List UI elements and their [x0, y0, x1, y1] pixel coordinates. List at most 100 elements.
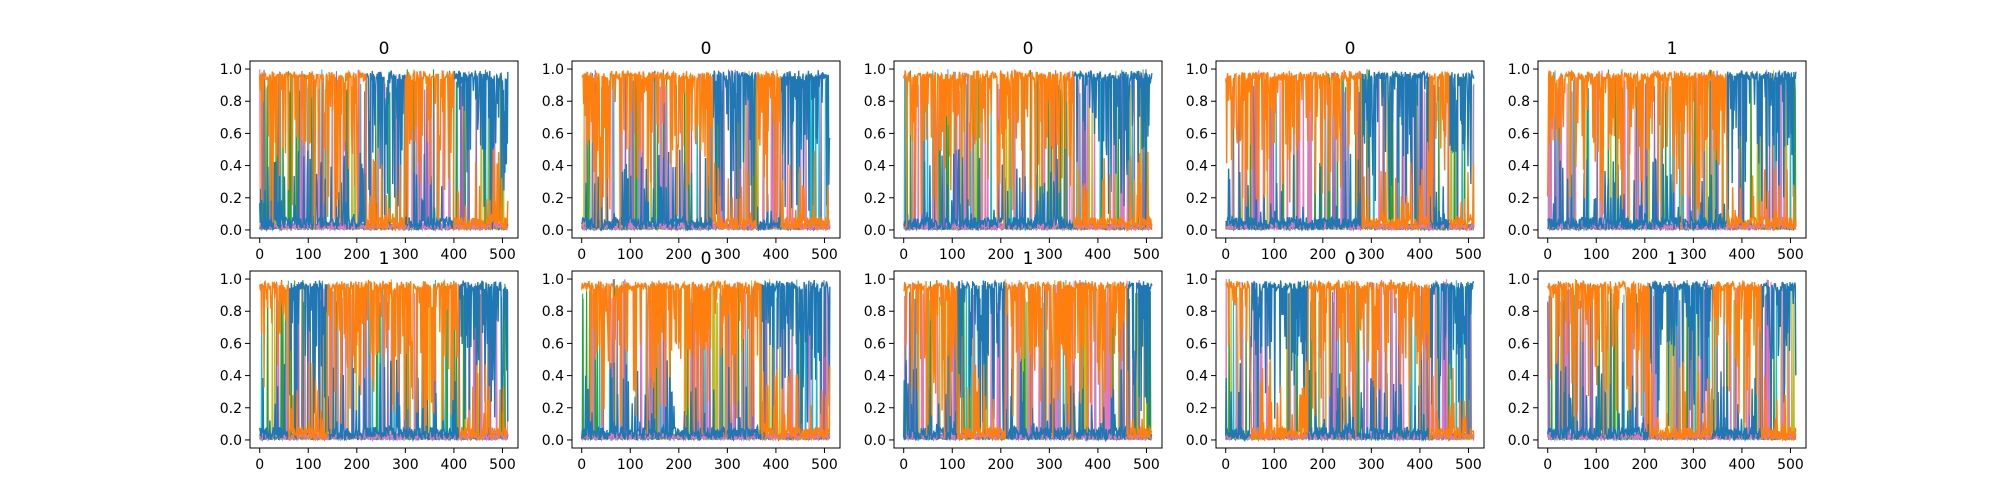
y-tick-label: 0.2	[220, 191, 242, 207]
series-line-blue	[1547, 280, 1797, 442]
x-tick-label: 300	[1358, 247, 1385, 263]
y-tick-label: 0.8	[864, 304, 886, 320]
y-tick-label: 0.4	[220, 159, 242, 175]
y-tick-label: 1.0	[1186, 62, 1208, 78]
plot-area	[581, 68, 831, 233]
x-tick-label: 0	[1543, 457, 1552, 473]
x-tick-label: 500	[489, 457, 516, 473]
y-tick-label: 0.2	[220, 401, 242, 417]
y-tick-label: 0.0	[542, 433, 564, 449]
x-tick-label: 500	[1777, 457, 1804, 473]
x-tick-label: 200	[1631, 457, 1658, 473]
y-tick-label: 0.0	[1508, 223, 1530, 239]
series-line-blue	[581, 68, 831, 232]
axes-frame	[893, 60, 1163, 239]
x-tick-label: 100	[939, 457, 966, 473]
y-tick-label: 1.0	[220, 62, 242, 78]
x-tick-label: 400	[1407, 247, 1434, 263]
y-tick-label: 0.6	[220, 126, 242, 142]
subplot-title: 1	[1667, 249, 1678, 269]
y-tick-label: 0.4	[1186, 369, 1208, 385]
axes-frame	[1537, 60, 1807, 239]
x-tick-label: 300	[1036, 457, 1063, 473]
axes-frame	[1537, 270, 1807, 449]
y-tick-label: 0.2	[864, 401, 886, 417]
x-tick-label: 400	[1085, 247, 1112, 263]
x-tick-label: 200	[343, 457, 370, 473]
y-tick-label: 1.0	[542, 272, 564, 288]
x-tick-label: 0	[1543, 247, 1552, 263]
y-tick-label: 0.6	[1186, 126, 1208, 142]
x-tick-label: 100	[1583, 457, 1610, 473]
axes-frame	[893, 270, 1163, 449]
x-tick-label: 0	[1221, 457, 1230, 473]
x-tick-label: 0	[899, 457, 908, 473]
y-tick-label: 1.0	[1508, 272, 1530, 288]
series-line-orange	[581, 279, 831, 441]
x-tick-label: 300	[392, 247, 419, 263]
series-line-orange	[581, 69, 831, 232]
y-tick-label: 0.4	[1508, 369, 1530, 385]
y-tick-label: 0.0	[864, 223, 886, 239]
x-tick-label: 100	[1261, 457, 1288, 473]
x-tick-label: 200	[1309, 247, 1336, 263]
y-tick-label: 0.2	[1508, 191, 1530, 207]
series-line-orange	[259, 278, 509, 442]
x-tick-label: 200	[987, 247, 1014, 263]
y-tick-label: 0.2	[1508, 401, 1530, 417]
subplot-1: 0 0 100 200 300 400 500 0.0 0.2 0.4 0.6 0.8 1.0	[220, 39, 519, 263]
y-tick-label: 0.4	[1186, 159, 1208, 175]
subplot-6: 1 0 100 200 300 400 500 0.0 0.2 0.4 0.6 0.8 1.0	[220, 249, 519, 473]
plot-area	[1547, 279, 1797, 442]
y-tick-label: 0.8	[220, 304, 242, 320]
series-line-blue	[903, 70, 1153, 231]
x-tick-label: 0	[577, 247, 586, 263]
y-tick-label: 0.6	[542, 126, 564, 142]
subplot-title: 1	[1023, 249, 1034, 269]
y-tick-label: 0.2	[1186, 191, 1208, 207]
plot-area	[1225, 279, 1475, 443]
x-tick-label: 100	[1583, 247, 1610, 263]
series-line-blue	[581, 279, 831, 442]
y-tick-label: 0.0	[1186, 433, 1208, 449]
x-tick-label: 100	[617, 247, 644, 263]
series-line-blue	[1225, 280, 1475, 443]
y-tick-label: 0.0	[220, 433, 242, 449]
subplot-title: 1	[1667, 39, 1678, 59]
x-tick-label: 500	[1777, 247, 1804, 263]
y-tick-label: 1.0	[1186, 272, 1208, 288]
plot-area	[259, 278, 509, 443]
subplot-8: 1 0 100 200 300 400 500 0.0 0.2 0.4 0.6 0.8 1.0	[864, 249, 1163, 473]
subplot-title: 0	[1345, 249, 1356, 269]
subplot-9: 0 0 100 200 300 400 500 0.0 0.2 0.4 0.6 0.8 1.0	[1186, 249, 1485, 473]
x-tick-label: 500	[1455, 247, 1482, 263]
x-tick-label: 300	[714, 457, 741, 473]
y-tick-label: 0.6	[220, 336, 242, 352]
axes-frame	[1215, 270, 1485, 449]
x-tick-label: 100	[295, 457, 322, 473]
x-tick-label: 500	[1133, 457, 1160, 473]
y-tick-label: 0.6	[1508, 126, 1530, 142]
series-line-orange	[1225, 70, 1475, 232]
plot-area	[903, 279, 1153, 443]
x-tick-label: 200	[987, 457, 1014, 473]
axes-frame	[1215, 60, 1485, 239]
y-tick-label: 0.8	[542, 94, 564, 110]
y-tick-label: 1.0	[864, 272, 886, 288]
subplot-title: 0	[701, 249, 712, 269]
x-tick-label: 400	[1407, 457, 1434, 473]
axes-frame	[571, 270, 841, 449]
subplot-5: 1 0 100 200 300 400 500 0.0 0.2 0.4 0.6 0.8 1.0	[1508, 39, 1807, 263]
y-tick-label: 0.2	[542, 401, 564, 417]
x-tick-label: 200	[1309, 457, 1336, 473]
y-tick-label: 0.2	[1186, 401, 1208, 417]
x-tick-label: 200	[665, 457, 692, 473]
x-tick-label: 200	[665, 247, 692, 263]
x-tick-label: 400	[1729, 457, 1756, 473]
plot-area	[1225, 69, 1475, 233]
series-line-orange	[1547, 69, 1797, 230]
y-tick-label: 0.4	[864, 159, 886, 175]
y-tick-label: 0.0	[1508, 433, 1530, 449]
x-tick-label: 400	[763, 247, 790, 263]
subplot-10: 1 0 100 200 300 400 500 0.0 0.2 0.4 0.6 0.8 1.0	[1508, 249, 1807, 473]
